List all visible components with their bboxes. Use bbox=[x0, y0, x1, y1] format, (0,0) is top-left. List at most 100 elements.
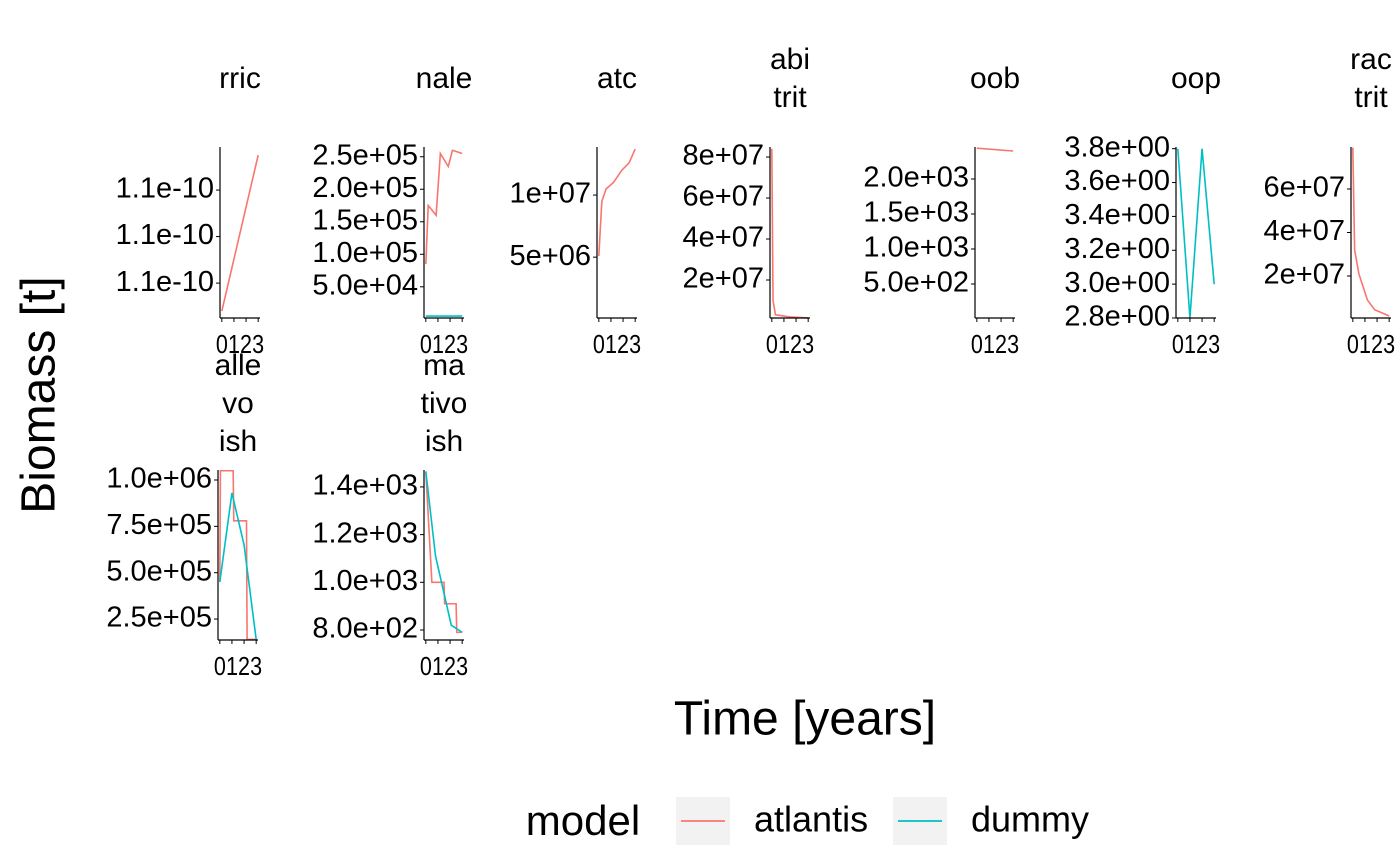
series-line bbox=[1352, 147, 1390, 317]
facet-title: alle bbox=[215, 349, 262, 382]
facet-title: tivo bbox=[421, 387, 468, 420]
x-tick-label: 1 bbox=[1359, 329, 1371, 359]
facet-title: rric bbox=[219, 62, 261, 95]
y-tick-label: 1.2e+03 bbox=[312, 517, 418, 549]
y-tick-label: 4e+07 bbox=[1264, 215, 1345, 247]
x-tick-label: 3 bbox=[629, 329, 641, 359]
x-tick-label: 0 bbox=[593, 329, 605, 359]
x-tick-label: 3 bbox=[250, 651, 262, 681]
facet-title: nale bbox=[416, 62, 473, 95]
x-tick-label: 0 bbox=[214, 651, 226, 681]
y-tick-label: 7.5e+05 bbox=[106, 509, 212, 541]
series-line bbox=[976, 147, 1014, 152]
facet-title: ma bbox=[423, 349, 465, 382]
legend-title: model bbox=[526, 797, 640, 844]
legend-label: atlantis bbox=[754, 799, 868, 840]
x-tick-label: 0 bbox=[420, 329, 432, 359]
y-tick-label: 1.1e-10 bbox=[116, 266, 214, 298]
series-line bbox=[219, 492, 257, 640]
y-tick-label: 1.5e+05 bbox=[312, 204, 418, 236]
x-tick-label: 2 bbox=[1371, 329, 1383, 359]
y-tick-label: 6e+07 bbox=[683, 181, 764, 213]
y-tick-label: 1.1e-10 bbox=[116, 173, 214, 205]
x-tick-label: 1 bbox=[983, 329, 995, 359]
y-tick-label: 1.1e-10 bbox=[116, 219, 214, 251]
x-tick-label: 3 bbox=[456, 651, 468, 681]
y-tick-label: 5.0e+05 bbox=[106, 555, 212, 587]
x-tick-label: 2 bbox=[240, 329, 252, 359]
y-tick-label: 3.2e+00 bbox=[1064, 233, 1170, 265]
x-tick-label: 2 bbox=[790, 329, 802, 359]
facet-title: oop bbox=[1171, 62, 1221, 95]
y-tick-label: 3.0e+00 bbox=[1064, 267, 1170, 299]
x-tick-label: 0 bbox=[216, 329, 228, 359]
y-tick-label: 8e+07 bbox=[683, 140, 764, 172]
y-tick-label: 2.5e+05 bbox=[106, 602, 212, 634]
x-tick-label: 0 bbox=[1172, 329, 1184, 359]
x-tick-label: 0 bbox=[420, 651, 432, 681]
x-tick-label: 3 bbox=[1383, 329, 1395, 359]
x-tick-label: 1 bbox=[605, 329, 617, 359]
x-tick-label: 0 bbox=[766, 329, 778, 359]
y-axis-title: Biomass [t] bbox=[13, 276, 66, 513]
series-line bbox=[771, 148, 809, 319]
facet-title: vo bbox=[222, 387, 254, 420]
y-tick-label: 2e+07 bbox=[683, 263, 764, 295]
series-line bbox=[1177, 148, 1215, 319]
x-tick-label: 2 bbox=[238, 651, 250, 681]
series-line bbox=[219, 469, 257, 641]
y-tick-label: 2e+07 bbox=[1264, 259, 1345, 291]
y-tick-label: 4e+07 bbox=[683, 222, 764, 254]
x-tick-label: 3 bbox=[456, 329, 468, 359]
x-tick-label: 1 bbox=[432, 329, 444, 359]
facet-title: ish bbox=[219, 425, 257, 458]
x-tick-label: 2 bbox=[995, 329, 1007, 359]
y-tick-label: 2.5e+05 bbox=[312, 139, 418, 171]
y-tick-label: 5e+06 bbox=[510, 240, 591, 272]
series-line bbox=[598, 148, 636, 256]
x-tick-label: 3 bbox=[1208, 329, 1220, 359]
facet-title: abi bbox=[770, 43, 810, 76]
y-tick-label: 1.0e+03 bbox=[863, 232, 969, 264]
y-tick-label: 5.0e+02 bbox=[863, 267, 969, 299]
x-tick-label: 3 bbox=[1007, 329, 1019, 359]
y-tick-label: 3.6e+00 bbox=[1064, 165, 1170, 197]
y-tick-label: 2.8e+00 bbox=[1064, 301, 1170, 333]
facet-title: ish bbox=[425, 425, 463, 458]
x-tick-label: 3 bbox=[802, 329, 814, 359]
facet-title: rac bbox=[1350, 43, 1392, 76]
x-tick-label: 1 bbox=[1184, 329, 1196, 359]
x-tick-label: 0 bbox=[1347, 329, 1359, 359]
y-tick-label: 1.0e+06 bbox=[106, 463, 212, 495]
series-line bbox=[221, 154, 259, 312]
facet-title: trit bbox=[773, 81, 807, 114]
x-tick-label: 1 bbox=[778, 329, 790, 359]
y-tick-label: 5.0e+04 bbox=[312, 269, 418, 301]
x-tick-label: 0 bbox=[971, 329, 983, 359]
x-tick-label: 1 bbox=[226, 651, 238, 681]
x-axis-title: Time [years] bbox=[674, 693, 936, 746]
x-tick-label: 3 bbox=[252, 329, 264, 359]
y-tick-label: 2.0e+03 bbox=[863, 162, 969, 194]
x-tick-label: 1 bbox=[432, 651, 444, 681]
y-tick-label: 3.4e+00 bbox=[1064, 199, 1170, 231]
facet-title: trit bbox=[1354, 81, 1388, 114]
x-tick-label: 2 bbox=[617, 329, 629, 359]
y-tick-label: 1.5e+03 bbox=[863, 197, 969, 229]
y-tick-label: 2.0e+05 bbox=[312, 172, 418, 204]
y-tick-label: 1e+07 bbox=[510, 178, 591, 210]
x-tick-label: 2 bbox=[1196, 329, 1208, 359]
facet-title: oob bbox=[970, 62, 1020, 95]
x-tick-label: 1 bbox=[228, 329, 240, 359]
y-tick-label: 1.0e+05 bbox=[312, 237, 418, 269]
series-line bbox=[425, 471, 463, 634]
y-tick-label: 8.0e+02 bbox=[312, 613, 418, 645]
facet-title: atc bbox=[597, 62, 637, 95]
x-tick-label: 2 bbox=[444, 329, 456, 359]
series-line bbox=[425, 149, 463, 265]
y-tick-label: 1.0e+03 bbox=[312, 565, 418, 597]
x-tick-label: 2 bbox=[444, 651, 456, 681]
y-tick-label: 1.4e+03 bbox=[312, 470, 418, 502]
series-line bbox=[425, 471, 463, 634]
